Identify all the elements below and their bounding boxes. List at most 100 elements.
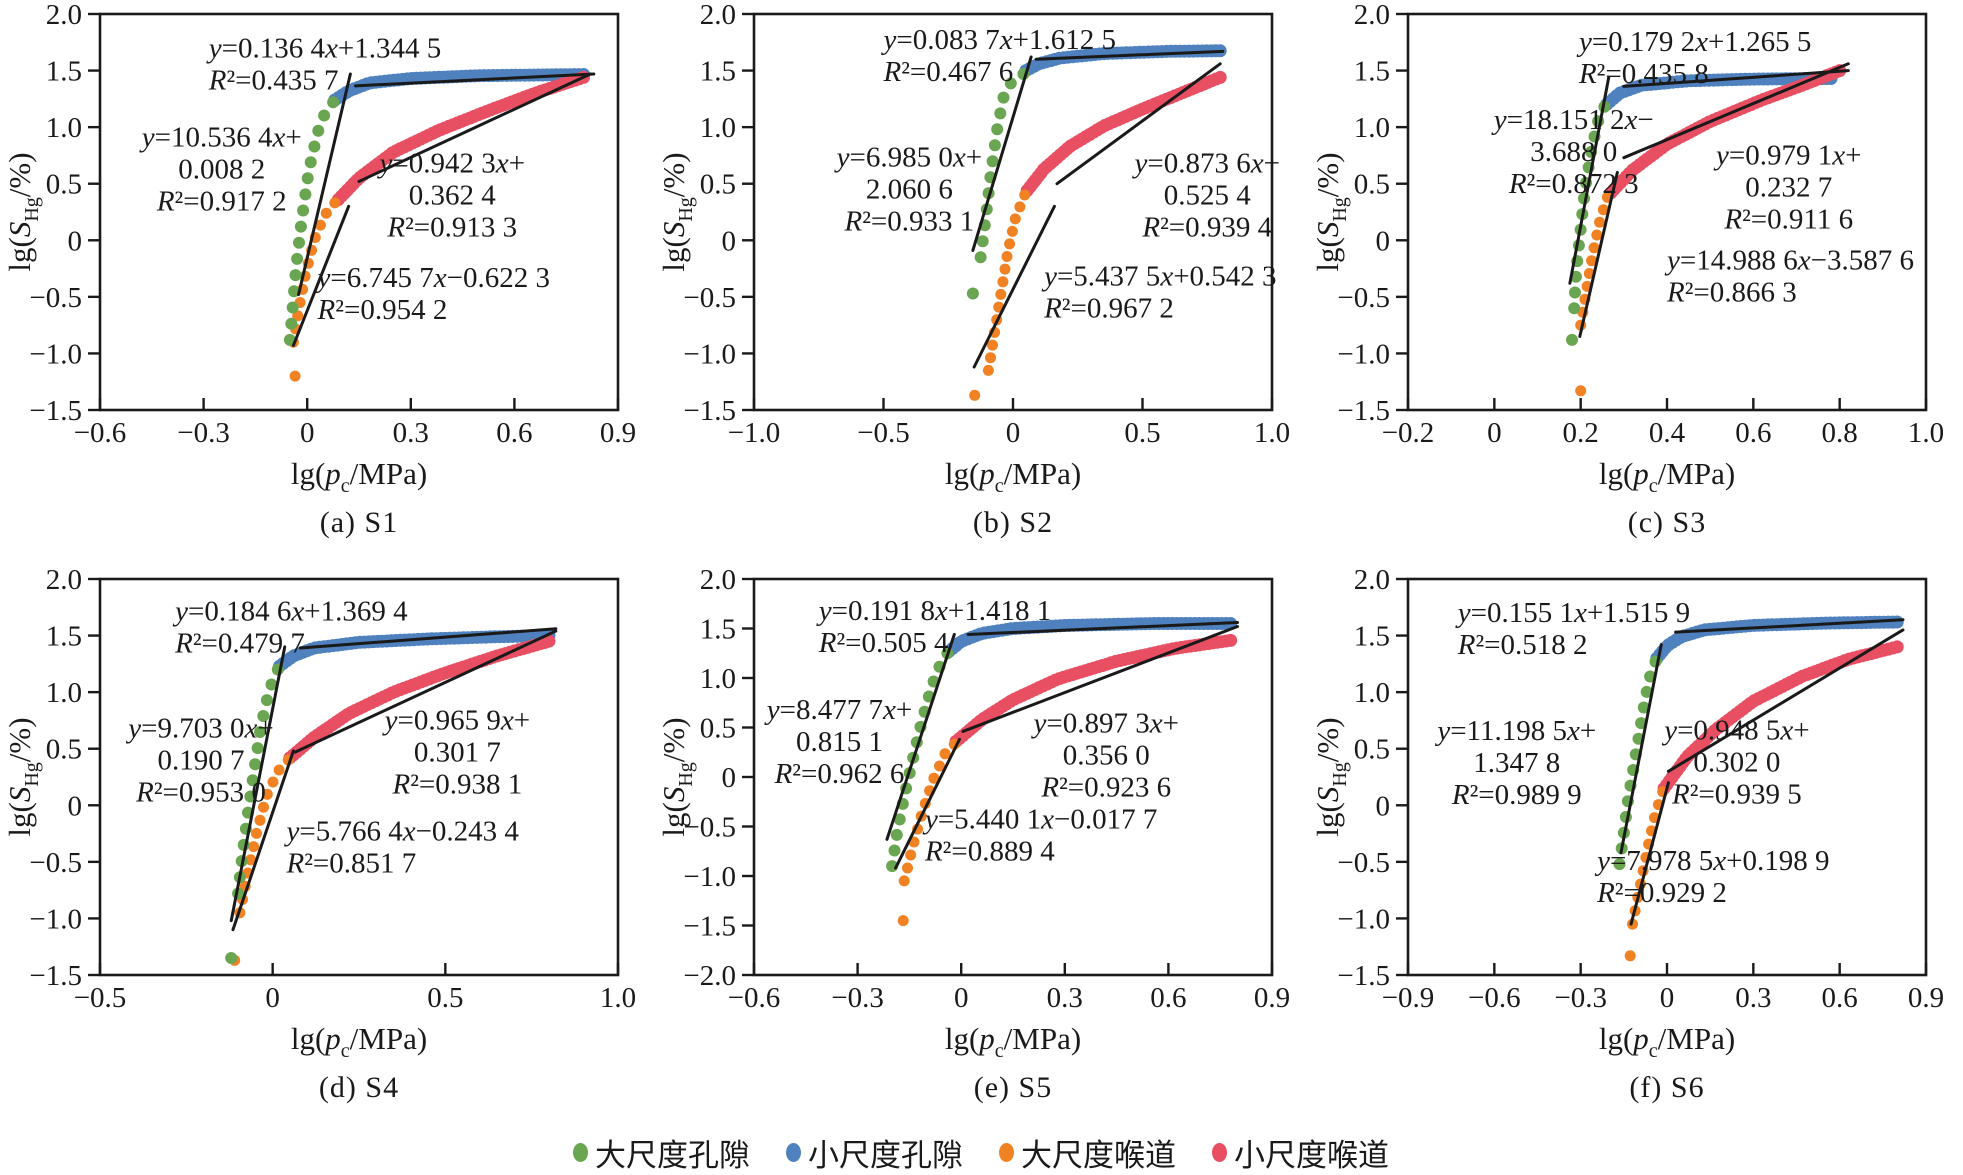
- fit-lines: [291, 72, 596, 348]
- fit-equation-large-pores: y=9.703 0x+: [125, 712, 273, 744]
- fit-equation-large-pores: R²=0.989 9: [1451, 779, 1582, 811]
- x-tick-label: 0.3: [1735, 982, 1771, 1014]
- legend-label-small-throats: 小尺度喉道: [1234, 1137, 1389, 1173]
- fit-annotations: y=0.136 4x+1.344 5R²=0.435 7 y=10.536 4x+…: [139, 33, 550, 327]
- x-tick-label: 0.9: [1254, 982, 1290, 1014]
- fit-line-small-pores: [298, 627, 558, 650]
- subplot-f-s6: −0.9 −0.6 −0.3 0 0.3 0.6 0.9 2.0 1.5 1.0 0.5 0 −0.5 −…: [1308, 565, 1962, 1130]
- fit-equation-small-throats: 0.356 0: [1063, 739, 1150, 771]
- y-tick-label: 0.5: [1354, 734, 1390, 766]
- x-axis: −0.9 −0.6 −0.3 0 0.3 0.6 0.9: [1382, 963, 1944, 1014]
- y-tick-label: 1.5: [700, 614, 736, 646]
- fit-equation-large-pores: 1.347 8: [1473, 747, 1560, 779]
- fit-equation-small-throats: y=0.942 3x+: [377, 147, 525, 179]
- subplot-b-chart: −1.0 −0.5 0 0.5 1.02.01.51.00.50−0.5−1.0−1.5…: [656, 0, 1290, 497]
- y-axis-title: lg(SHg/%): [656, 152, 697, 271]
- y-tick-label: 1.0: [700, 112, 736, 144]
- x-tick-label: −0.3: [1554, 982, 1607, 1014]
- x-tick-label: −0.2: [1382, 417, 1435, 449]
- fit-equation-large-pores: R²=0.933 1: [844, 205, 975, 237]
- fit-equation-small-pores: R²=0.518 2: [1457, 629, 1588, 661]
- x-tick-label: 0.9: [1908, 982, 1944, 1014]
- fit-equation-large-pores: y=8.477 7x+: [764, 694, 912, 726]
- fit-lines: [885, 621, 1239, 870]
- x-axis-title: lg(pc/MPa): [945, 1021, 1081, 1062]
- fit-equation-large-pores: 2.060 6: [866, 173, 953, 205]
- fit-line-large-pores: [885, 632, 956, 841]
- subplot-c-chart: −0.2 0 0.2 0.4 0.6 0.8 1.0 2.0 1.5 1.0 0.5 0 −0.5 −1.…: [1310, 0, 1944, 497]
- y-tick-label: 0: [68, 790, 83, 822]
- fit-line-large-throats: [972, 204, 1056, 369]
- legend-item-small-pores: 小尺度孔隙: [786, 1130, 963, 1175]
- series-large-pores: [966, 68, 1030, 300]
- fit-lines: [1568, 62, 1850, 338]
- y-tick-label: 1.0: [700, 663, 736, 695]
- x-tick-label: 0: [265, 982, 280, 1014]
- y-axis-title: lg(SHg/%): [1310, 717, 1351, 836]
- x-tick-label: −1.0: [728, 417, 781, 449]
- fit-annotations: y=0.179 2x+1.265 5R²=0.435 8 y=18.151 2x−…: [1491, 26, 1914, 309]
- x-tick-label: 0.5: [427, 982, 463, 1014]
- fit-line-large-pores: [971, 55, 1033, 252]
- fit-equation-small-throats: 0.301 7: [414, 736, 501, 768]
- fit-equation-small-throats: R²=0.911 6: [1723, 203, 1853, 235]
- fit-equation-large-throats: y=5.440 1x−0.017 7: [922, 803, 1157, 835]
- fit-line-small-pores: [966, 621, 1239, 636]
- subplot-e-caption: (e) S5: [973, 1071, 1053, 1104]
- fit-line-small-pores: [354, 72, 596, 88]
- y-tick-label: 1.0: [1354, 112, 1390, 144]
- x-tick-label: 0.5: [1124, 417, 1160, 449]
- fit-line-large-pores: [1619, 643, 1663, 855]
- fit-equation-small-throats: y=0.897 3x+: [1031, 707, 1179, 739]
- x-axis-title: lg(pc/MPa): [1599, 1021, 1735, 1062]
- fit-line-large-throats: [1629, 781, 1670, 926]
- y-tick-label: 2.0: [46, 0, 82, 31]
- subplot-c-s3: −0.2 0 0.2 0.4 0.6 0.8 1.0 2.0 1.5 1.0 0.5 0 −0.5 −1.…: [1308, 0, 1962, 565]
- x-tick-label: 0.9: [600, 417, 636, 449]
- fit-equation-small-pores: y=0.083 7x+1.612 5: [881, 24, 1116, 56]
- subplot-a-s1: −0.6 −0.3 0 0.3 0.6 0.9 2.0 1.5 1.0 0.5 0 −0.5 −1.0 −…: [0, 0, 654, 565]
- y-tick-label: −0.5: [683, 282, 736, 314]
- fit-line-large-throats: [894, 737, 961, 870]
- fit-equation-large-pores: 0.008 2: [178, 154, 265, 186]
- series-large-pores: [283, 96, 340, 346]
- y-tick-label: −1.0: [29, 903, 82, 935]
- fit-equation-small-pores: y=0.155 1x+1.515 9: [1455, 597, 1690, 629]
- fit-line-small-throats: [1666, 628, 1905, 773]
- y-tick-label: 0.5: [1354, 169, 1390, 201]
- fit-annotations: y=0.083 7x+1.612 5R²=0.467 6 y=6.985 0x+2…: [834, 24, 1280, 324]
- subplot-d-chart: −0.5 0 0.5 1.0 2.0 1.5 1.0 0.5 0 −0.5 −1.0 −1.5 lg(p…: [2, 565, 636, 1062]
- subplot-f-caption: (f) S6: [1629, 1071, 1705, 1104]
- fit-equation-large-throats: y=5.437 5x+0.542 3: [1041, 260, 1276, 292]
- y-tick-label: 2.0: [700, 565, 736, 596]
- fit-equation-small-pores: R²=0.479 7: [174, 628, 305, 660]
- y-tick-label: 1.5: [700, 56, 736, 88]
- fit-equation-large-throats: R²=0.866 3: [1666, 276, 1797, 308]
- x-tick-label: 1.0: [600, 982, 636, 1014]
- x-axis-title: lg(pc/MPa): [945, 456, 1081, 497]
- fit-equation-large-pores: y=10.536 4x+: [139, 122, 302, 154]
- series-large-throats: [1575, 191, 1613, 397]
- y-axis-title: lg(SHg/%): [656, 717, 697, 836]
- fit-line-small-pores: [1622, 69, 1850, 88]
- fit-equation-small-pores: y=0.184 6x+1.369 4: [172, 596, 408, 628]
- fit-equation-large-pores: R²=0.872 3: [1508, 168, 1639, 200]
- small-throats-dot-icon: [1212, 1142, 1227, 1162]
- fit-equation-small-pores: R²=0.435 8: [1578, 58, 1709, 90]
- x-tick-label: 0.2: [1563, 417, 1599, 449]
- scatter-series-layer: [225, 629, 556, 966]
- y-tick-label: 2.0: [46, 565, 82, 596]
- x-axis: −0.6 −0.3 0 0.3 0.6 0.9: [74, 398, 636, 449]
- fit-equation-small-throats: 0.362 4: [409, 179, 497, 211]
- fit-line-small-throats: [293, 629, 558, 754]
- fit-line-small-throats: [1622, 62, 1850, 160]
- legend: 大尺度孔隙 小尺度孔隙 大尺度喉道 小尺度喉道: [0, 1130, 1962, 1174]
- fit-line-large-pores: [297, 72, 352, 297]
- x-tick-label: 0: [300, 417, 315, 449]
- y-tick-label: −0.5: [1337, 847, 1390, 879]
- x-tick-label: 0.4: [1649, 417, 1686, 449]
- fit-line-large-throats: [231, 749, 295, 932]
- y-axis: 2.0 1.5 1.0 0.5 0 −0.5 −1.0 −1.5 −2.0: [683, 565, 754, 992]
- y-tick-label: −1.0: [1337, 338, 1390, 370]
